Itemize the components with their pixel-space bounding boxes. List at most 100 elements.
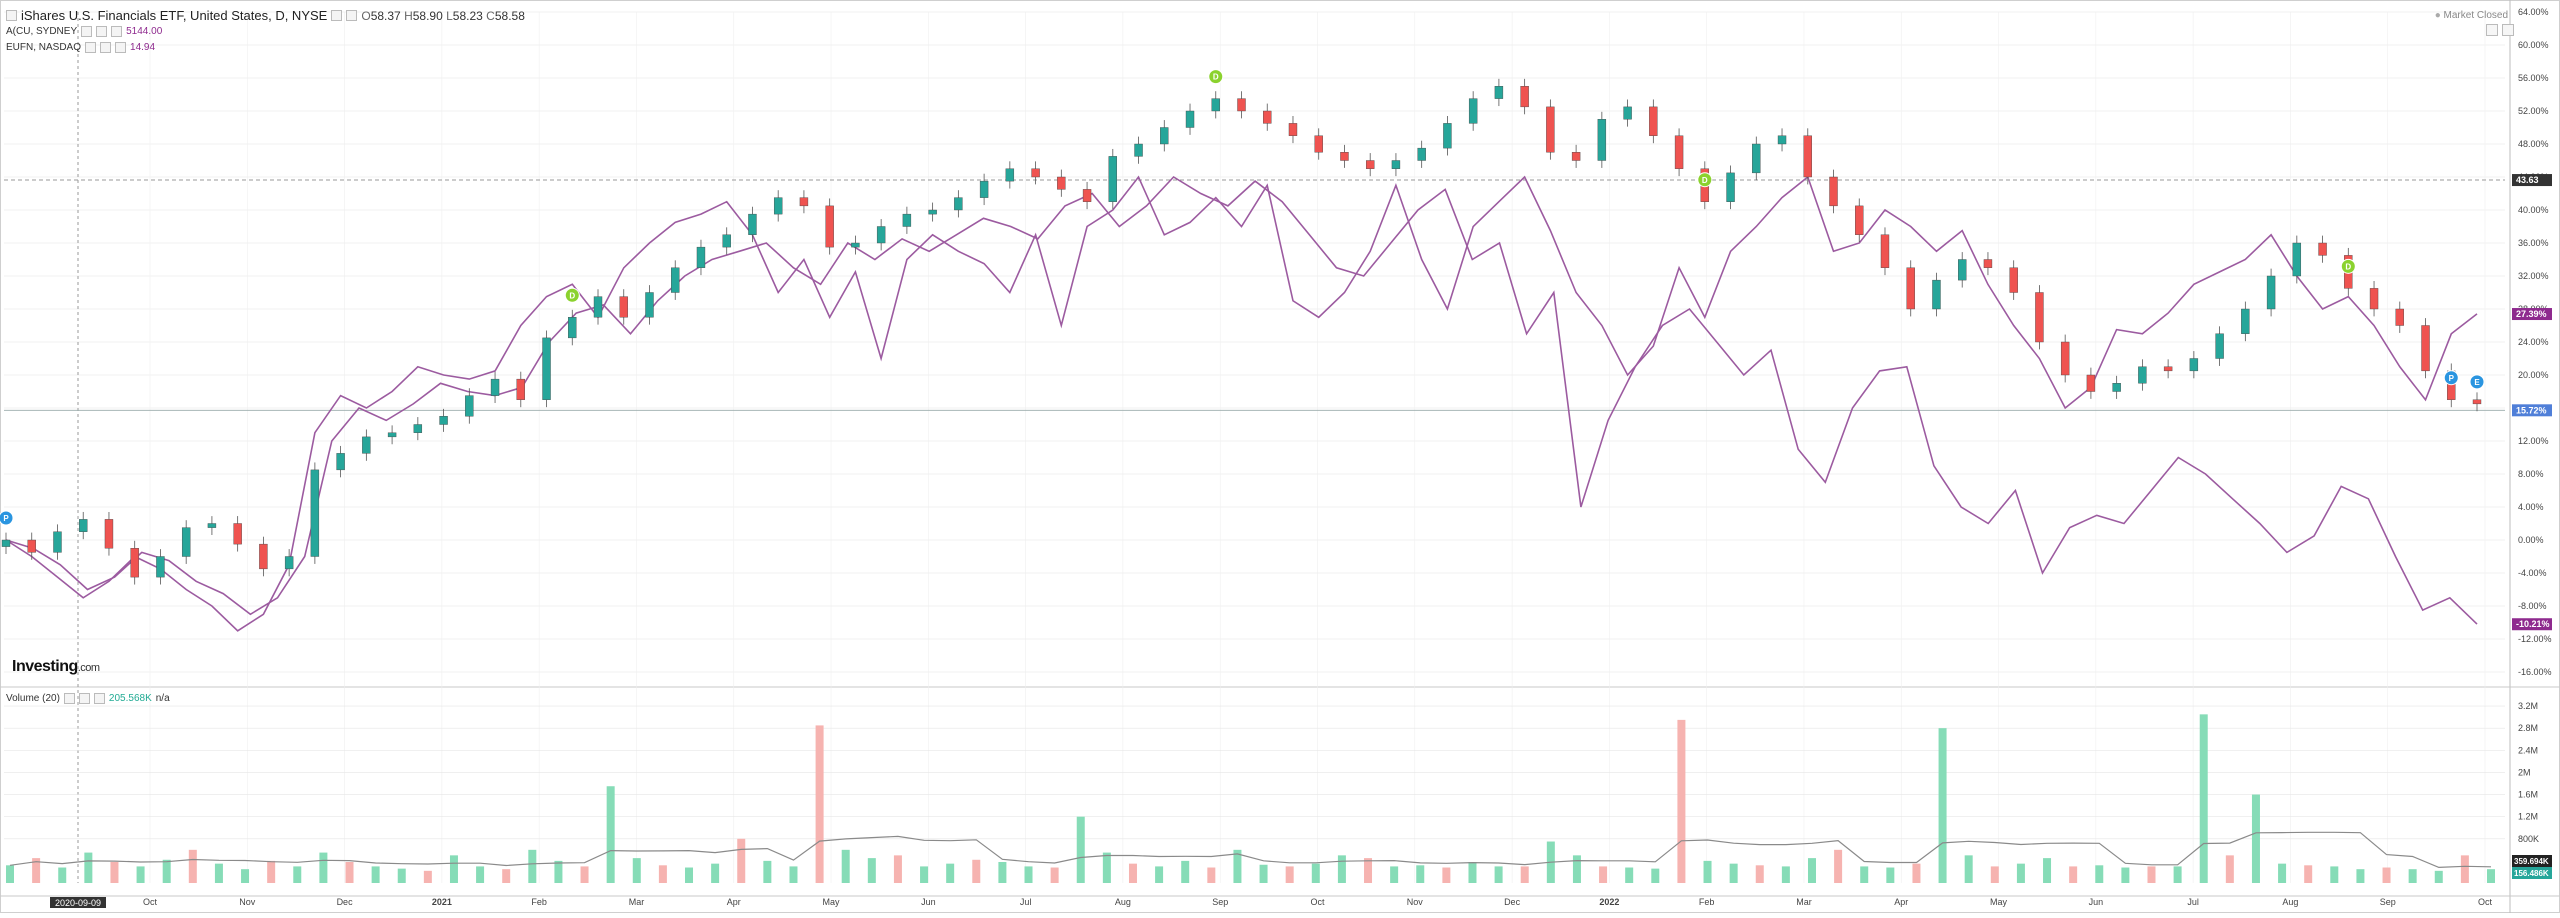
price-badge-text: 15.72%: [2516, 405, 2547, 415]
price-badge-text: 27.39%: [2516, 309, 2547, 319]
maximize-pane-icon[interactable]: [2486, 24, 2498, 36]
volume-ma-value: n/a: [155, 693, 170, 704]
event-marker[interactable]: [2469, 374, 2485, 390]
overlay1-name: A(CU, SYDNEY: [6, 26, 78, 37]
volume-bar: [1076, 816, 1085, 883]
volume-bar: [2225, 855, 2234, 883]
candle-body: [1855, 205, 1864, 235]
volume-bar: [1572, 855, 1581, 883]
pane-menu-icon[interactable]: [2502, 24, 2514, 36]
time-tick-label: Nov: [1407, 897, 1424, 907]
volume-bar: [1050, 867, 1059, 883]
price-tick-label: 52.00%: [2518, 106, 2549, 116]
candle-body: [773, 197, 783, 215]
volume-bar: [345, 861, 354, 883]
candle-body: [1520, 86, 1529, 108]
price-badge: [2512, 618, 2552, 631]
event-marker[interactable]: [2340, 258, 2356, 274]
volume-close-icon[interactable]: [93, 693, 105, 704]
ohlc-low: 58.23: [452, 8, 483, 23]
volume-bar: [502, 869, 511, 883]
volume-badge: [2512, 867, 2552, 879]
volume-bar: [1207, 867, 1216, 883]
event-marker-label: D: [1213, 73, 1219, 82]
volume-bar: [2434, 870, 2443, 883]
candle-body: [2163, 366, 2173, 372]
volume-bar: [84, 852, 93, 883]
price-tick-label: 8.00%: [2518, 469, 2544, 479]
overlay1-close-icon[interactable]: [111, 26, 123, 37]
volume-ma-line: [9, 831, 2492, 869]
time-tick-label: Apr: [727, 897, 741, 907]
legend-volume: Volume (20) 205.568K n/a: [6, 693, 170, 704]
volume-bar: [136, 866, 145, 883]
close-icon[interactable]: [346, 10, 358, 21]
time-tick-label: Sep: [2380, 897, 2396, 907]
settings-icon[interactable]: [331, 10, 343, 21]
time-tick-label: 2021: [432, 897, 452, 907]
candle-body: [2241, 308, 2250, 334]
candle-body: [1649, 106, 1658, 136]
volume-bar: [632, 858, 641, 883]
event-marker[interactable]: [564, 287, 580, 303]
volume-bar: [293, 866, 302, 883]
volume-value: 205.568K: [108, 693, 152, 704]
candle-body: [748, 213, 757, 235]
candle-body: [79, 519, 88, 532]
candle-body: [1958, 259, 1967, 281]
volume-bar: [789, 866, 798, 883]
time-tick-label: Oct: [143, 897, 158, 907]
candle-body: [1160, 127, 1169, 145]
overlay2-close-icon[interactable]: [115, 42, 127, 53]
event-marker[interactable]: [1208, 69, 1224, 85]
overlay1-settings-icon[interactable]: [96, 26, 108, 37]
overlay1-value: 5144.00: [126, 26, 163, 37]
time-tick-label: Apr: [1894, 897, 1908, 907]
legend-title: iShares U.S. Financials ETF, United Stat…: [21, 8, 328, 23]
candle-body: [2112, 383, 2121, 392]
candle-body: [722, 234, 731, 248]
legend-overlay2: EUFN, NASDAQ 14.94: [6, 42, 155, 53]
time-tick-label: Mar: [1796, 897, 1812, 907]
volume-eye-icon[interactable]: [63, 693, 75, 704]
volume-settings-icon[interactable]: [78, 693, 90, 704]
event-marker-label: D: [2345, 262, 2351, 271]
candle-body: [1, 539, 11, 547]
compare-line-1: [5, 175, 2478, 632]
volume-bar: [606, 786, 615, 883]
price-badge-text: -10.21%: [2516, 619, 2550, 629]
candle-body: [1803, 135, 1812, 178]
candle-body: [1005, 168, 1015, 182]
candle-body: [2138, 366, 2147, 384]
volume-bar: [2382, 867, 2391, 883]
volume-bar: [1651, 868, 1660, 883]
time-tick-label: Feb: [531, 897, 547, 907]
collapse-icon[interactable]: [6, 10, 17, 21]
volume-bar: [920, 866, 929, 883]
volume-bar: [2251, 794, 2260, 883]
volume-bar: [1390, 866, 1399, 883]
event-marker[interactable]: [1697, 172, 1713, 188]
candle-body: [979, 180, 989, 198]
compare-line-2: [5, 175, 2478, 625]
volume-bar: [1990, 866, 1999, 883]
event-marker[interactable]: [0, 510, 14, 526]
event-marker[interactable]: [2443, 370, 2459, 386]
price-tick-label: 12.00%: [2518, 436, 2549, 446]
candle-body: [2369, 288, 2379, 310]
volume-badge: [2512, 855, 2552, 867]
volume-bar: [1964, 855, 1973, 883]
legend-overlay1: A(CU, SYDNEY 5144.00: [6, 26, 162, 37]
volume-bar: [1442, 867, 1451, 883]
time-tick-label: Jul: [2187, 897, 2199, 907]
volume-bar: [528, 849, 537, 883]
price-badge: [2512, 404, 2552, 417]
price-tick-label: 32.00%: [2518, 271, 2549, 281]
overlay2-settings-icon[interactable]: [100, 42, 112, 53]
price-badge: [2512, 308, 2552, 321]
overlay1-eye-icon[interactable]: [81, 26, 93, 37]
overlay2-eye-icon[interactable]: [85, 42, 97, 53]
volume-tick-label: 1.6M: [2518, 790, 2538, 800]
